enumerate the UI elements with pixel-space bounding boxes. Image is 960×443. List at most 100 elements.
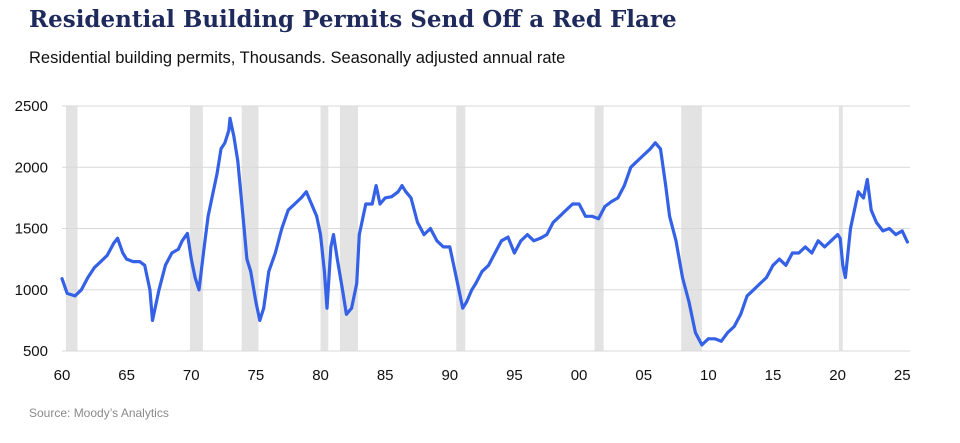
data-point (538, 236, 542, 240)
data-point (170, 251, 174, 255)
data-point (65, 292, 69, 295)
chart-title: Residential Building Permits Send Off a … (29, 6, 677, 33)
data-point (810, 251, 814, 255)
x-tick-label-00: 00 (571, 367, 588, 384)
data-point (364, 202, 368, 206)
data-point (219, 147, 223, 151)
y-tick-label-2500: 2500 (15, 98, 48, 115)
data-point (506, 235, 510, 239)
data-point (687, 300, 691, 304)
y-tick-label-1000: 1000 (15, 282, 48, 299)
data-point (642, 153, 646, 157)
data-point (374, 184, 378, 188)
data-point (765, 276, 768, 279)
data-point (603, 205, 607, 208)
data-point (461, 306, 465, 310)
y-tick-label-500: 500 (23, 343, 48, 360)
data-point (532, 239, 536, 243)
data-point (816, 239, 820, 243)
data-point (310, 202, 313, 206)
x-axis-ticks: 60 65 70 75 80 85 90 95 00 05 10 15 20 25 (54, 367, 911, 384)
data-point (906, 240, 909, 244)
data-point (262, 306, 266, 310)
grid-lines (62, 105, 910, 352)
data-point (726, 331, 730, 334)
data-point (771, 263, 775, 267)
data-point (254, 300, 258, 304)
x-tick-label-05: 05 (635, 367, 652, 384)
data-point (341, 288, 344, 292)
data-point (700, 343, 704, 347)
data-point (803, 245, 807, 249)
data-point (823, 245, 827, 249)
data-point (900, 229, 904, 233)
data-point (332, 233, 335, 237)
data-point (887, 227, 891, 230)
data-point (648, 147, 652, 151)
data-point (719, 339, 723, 343)
data-point (841, 263, 845, 267)
data-point (215, 172, 219, 175)
data-point (227, 129, 231, 132)
data-point (105, 254, 109, 257)
data-point (236, 159, 240, 163)
data-point (409, 196, 413, 200)
data-point (653, 141, 657, 145)
source-note: Source: Moody’s Analytics (29, 406, 169, 420)
data-point (293, 202, 297, 206)
data-point (329, 245, 333, 249)
data-point (323, 270, 326, 273)
data-point (791, 251, 794, 255)
data-point (273, 251, 277, 255)
data-point (400, 184, 404, 188)
data-point (315, 214, 319, 218)
data-point (286, 208, 290, 212)
data-point (829, 239, 833, 243)
data-point (232, 135, 236, 139)
data-point (249, 270, 253, 273)
data-point (164, 263, 167, 267)
data-point (519, 239, 523, 243)
data-point (664, 184, 668, 188)
data-point (668, 214, 671, 218)
data-point (862, 196, 865, 200)
y-axis-ticks: 500 1000 1500 2000 2500 (15, 98, 48, 360)
x-tick-label-70: 70 (183, 367, 200, 384)
data-point (465, 300, 468, 304)
data-point (853, 208, 856, 212)
data-point (116, 236, 119, 240)
data-point (571, 202, 574, 206)
data-point (470, 288, 474, 292)
data-point (299, 196, 303, 200)
data-point (838, 236, 842, 240)
data-point (92, 266, 96, 270)
data-point (60, 277, 64, 281)
data-point (422, 233, 426, 237)
data-point (745, 294, 749, 298)
data-point (739, 312, 743, 316)
data-point (487, 263, 490, 267)
data-point (357, 233, 361, 237)
data-point (370, 202, 374, 206)
data-point (706, 337, 710, 341)
x-tick-label-20: 20 (829, 367, 846, 384)
data-point (577, 202, 581, 206)
data-point (416, 221, 419, 224)
chart-subtitle: Residential building permits, Thousands.… (29, 49, 566, 67)
data-point (378, 202, 382, 206)
data-point (493, 251, 497, 255)
data-point (267, 270, 271, 273)
data-point (176, 247, 180, 251)
data-point (355, 282, 359, 285)
data-point (304, 190, 308, 194)
data-point (674, 239, 678, 243)
data-point (148, 288, 152, 292)
x-tick-label-80: 80 (312, 367, 329, 384)
data-point (383, 196, 387, 200)
data-point (73, 294, 77, 298)
data-point (335, 257, 339, 261)
data-point (584, 214, 587, 218)
data-point (856, 190, 860, 194)
data-point (404, 190, 408, 194)
